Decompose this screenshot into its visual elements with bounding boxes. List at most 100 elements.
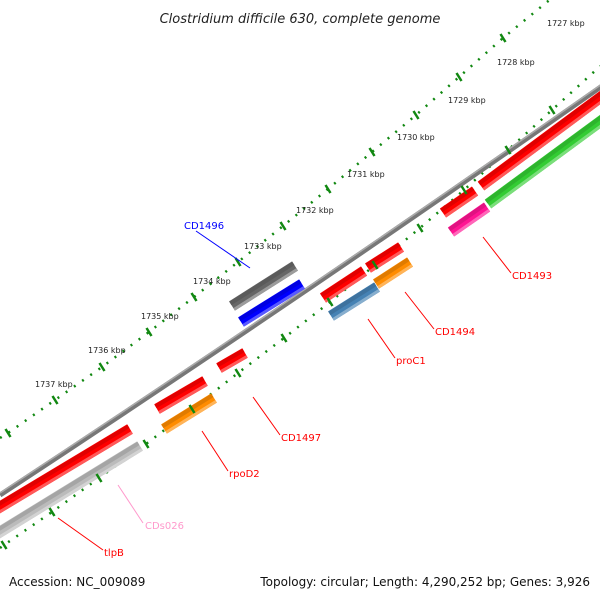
- major-tick: [4, 428, 12, 438]
- feature-shape: [154, 376, 208, 414]
- feature-cd1496[interactable]: [238, 279, 305, 327]
- leader-line: [404, 291, 435, 330]
- major-tick: [142, 439, 150, 449]
- backbone-highlight: [0, 84, 600, 494]
- feature-shape: [161, 393, 214, 429]
- ruler-label: 1729 kbp: [448, 96, 486, 105]
- feature-shape: [229, 261, 298, 311]
- feature-cd1494[interactable]: [373, 257, 413, 289]
- major-tick: [326, 297, 334, 307]
- ruler-label: 1736 kbp: [88, 346, 126, 355]
- major-tick: [460, 185, 468, 195]
- feature-shape: [320, 266, 364, 298]
- genome-summary-text: Topology: circular; Length: 4,290,252 bp…: [259, 575, 590, 589]
- feature-shape: [373, 257, 410, 284]
- major-tick: [412, 110, 420, 120]
- major-ticks: [0, 33, 556, 550]
- feature-shape: [485, 115, 600, 204]
- ruler-label: 1732 kbp: [296, 206, 334, 215]
- gene-label-cd1493[interactable]: CD1493: [512, 271, 552, 282]
- feature-shape: [478, 91, 600, 186]
- major-tick: [455, 72, 463, 82]
- ruler-label: 1728 kbp: [497, 58, 535, 67]
- leader-line: [117, 484, 144, 524]
- feature-shape: [238, 279, 305, 327]
- map-title: Clostridium difficile 630, complete geno…: [160, 12, 441, 27]
- feature-shape: [0, 424, 133, 514]
- major-tick: [188, 404, 196, 414]
- feature-rpod2[interactable]: [161, 393, 217, 434]
- feature-shape: [484, 114, 600, 209]
- major-tick: [280, 333, 288, 343]
- feature-shape: [238, 279, 302, 322]
- major-tick: [371, 260, 379, 270]
- major-tick: [504, 145, 512, 155]
- feature-cds-red-long[interactable]: [477, 90, 600, 191]
- leader-line: [57, 517, 104, 551]
- feature-shape: [452, 209, 491, 237]
- gene-label-cd1496[interactable]: CD1496: [184, 221, 224, 232]
- feature-shape: [242, 286, 305, 327]
- feature-shape: [229, 261, 295, 306]
- major-tick: [234, 257, 242, 267]
- feature-shape: [440, 186, 475, 213]
- feature-shape: [165, 400, 217, 434]
- ruler-label: 1733 kbp: [244, 242, 282, 251]
- ruler-label: 1735 kbp: [141, 312, 179, 321]
- major-tick: [279, 221, 287, 231]
- major-tick: [234, 368, 242, 378]
- feature-shape: [377, 264, 413, 289]
- feature-shape: [0, 441, 143, 539]
- feature-shape: [332, 289, 380, 321]
- feature-shape: [439, 186, 479, 218]
- gene-label-cd1494[interactable]: CD1494: [435, 327, 475, 338]
- major-tick: [368, 147, 376, 157]
- feature-proc1[interactable]: [328, 282, 380, 321]
- feature-shape: [328, 282, 380, 321]
- gene-label-cd1497[interactable]: CD1497: [281, 433, 321, 444]
- ruler-label: 1734 kbp: [193, 277, 231, 286]
- ruler-label: 1730 kbp: [397, 133, 435, 142]
- leader-line: [367, 318, 396, 359]
- feature-shape: [216, 348, 248, 373]
- gene-label-rpod2[interactable]: rpoD2: [229, 469, 260, 480]
- leader-line: [201, 430, 229, 472]
- feature-cds-red[interactable]: [319, 266, 368, 303]
- backbone: [0, 84, 600, 498]
- major-tick: [95, 473, 103, 483]
- feature-shape: [328, 282, 377, 316]
- ruler-label: 1737 kbp: [35, 380, 73, 389]
- accession-text: Accession: NC_009089: [9, 575, 145, 589]
- major-tick: [48, 507, 56, 517]
- gene-label-cds026[interactable]: CDs026: [145, 521, 184, 532]
- gene-label-tlpb[interactable]: tlpB: [104, 548, 124, 559]
- feature-tlpb[interactable]: [0, 424, 133, 514]
- major-tick: [416, 223, 424, 233]
- feature-shape: [448, 202, 487, 232]
- feature-cd1497[interactable]: [216, 348, 248, 373]
- feature-cd1497-upstream[interactable]: [154, 376, 208, 414]
- ruler-label: 1727 kbp: [547, 19, 585, 28]
- leader-line: [195, 230, 251, 269]
- feature-cds026[interactable]: [0, 441, 143, 539]
- feature-shape: [233, 268, 298, 311]
- feature-cds-red[interactable]: [439, 186, 479, 218]
- major-tick: [324, 184, 332, 194]
- gene-label-proc1[interactable]: proC1: [396, 356, 426, 367]
- feature-shape: [489, 124, 600, 209]
- feature-shape: [0, 424, 130, 506]
- feature-green[interactable]: [484, 114, 600, 209]
- feature-shape: [0, 431, 133, 514]
- major-tick: [190, 292, 198, 302]
- feature-shape: [373, 257, 413, 289]
- leader-line: [252, 396, 281, 436]
- feature-grey-dark[interactable]: [229, 261, 298, 311]
- feature-shape: [216, 348, 245, 368]
- feature-shape: [444, 193, 479, 218]
- feature-cd1493[interactable]: [447, 202, 491, 237]
- major-tick: [145, 327, 153, 337]
- ruler-label: 1731 kbp: [347, 170, 385, 179]
- feature-shape: [220, 355, 248, 373]
